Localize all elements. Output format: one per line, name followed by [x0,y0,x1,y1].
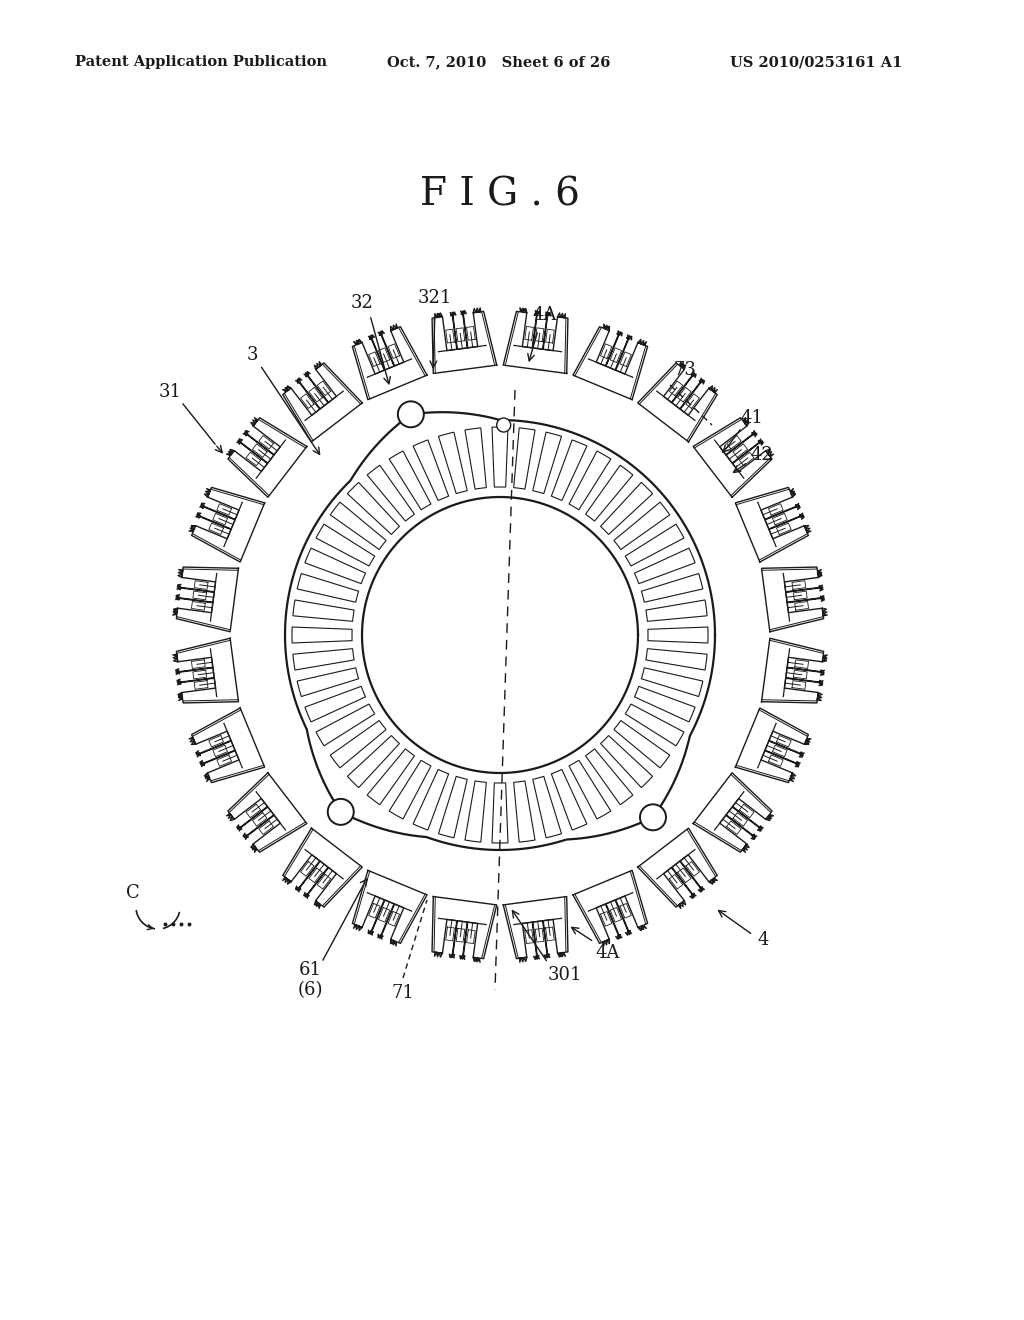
Text: 4: 4 [758,931,769,949]
Polygon shape [368,748,415,805]
Text: 4A: 4A [532,306,557,323]
Polygon shape [600,735,652,788]
Circle shape [328,799,353,825]
Polygon shape [438,432,467,494]
Polygon shape [641,668,702,697]
Polygon shape [635,686,695,722]
Polygon shape [389,760,431,818]
Text: 32: 32 [350,294,374,312]
Text: 4A: 4A [596,944,621,962]
Text: F I G . 6: F I G . 6 [420,177,580,214]
Polygon shape [532,776,561,838]
Polygon shape [389,451,431,510]
Text: Patent Application Publication: Patent Application Publication [75,55,327,69]
Polygon shape [551,770,587,830]
Polygon shape [432,308,497,374]
Polygon shape [648,627,708,643]
Polygon shape [626,524,684,566]
Polygon shape [735,487,811,562]
Polygon shape [514,781,536,842]
Polygon shape [693,772,773,853]
Polygon shape [297,573,358,602]
Polygon shape [285,412,715,850]
Polygon shape [638,828,718,908]
Polygon shape [626,704,684,746]
Polygon shape [569,760,611,818]
Text: 3: 3 [246,346,258,364]
Polygon shape [503,896,568,962]
Polygon shape [283,828,362,908]
Polygon shape [635,548,695,583]
Polygon shape [226,772,307,853]
Polygon shape [514,428,536,490]
Polygon shape [189,708,264,783]
Text: 71: 71 [391,983,415,1002]
Polygon shape [492,426,508,487]
Polygon shape [503,308,568,374]
Polygon shape [532,432,561,494]
Text: US 2010/0253161 A1: US 2010/0253161 A1 [730,55,902,69]
Polygon shape [331,502,386,549]
Polygon shape [646,601,708,622]
Polygon shape [762,568,827,632]
Polygon shape [173,568,239,632]
Text: 73: 73 [674,360,696,379]
Polygon shape [297,668,358,697]
Polygon shape [368,465,415,521]
Polygon shape [638,362,718,442]
Polygon shape [413,440,449,500]
Polygon shape [293,648,354,671]
Polygon shape [600,482,652,535]
Text: 42: 42 [751,446,773,465]
Text: 31: 31 [159,383,181,401]
Polygon shape [573,325,647,400]
Polygon shape [569,451,611,510]
Polygon shape [613,721,670,768]
Circle shape [497,418,511,432]
Polygon shape [292,627,352,643]
Polygon shape [331,721,386,768]
Polygon shape [586,465,633,521]
Polygon shape [551,440,587,500]
Circle shape [398,401,424,428]
Polygon shape [347,482,399,535]
Polygon shape [413,770,449,830]
Text: 41: 41 [740,409,764,426]
Polygon shape [646,648,708,671]
Text: (6): (6) [297,981,323,999]
Polygon shape [316,524,375,566]
Polygon shape [362,498,638,774]
Polygon shape [762,639,827,704]
Polygon shape [465,781,486,842]
Polygon shape [735,708,811,783]
Polygon shape [586,748,633,805]
Polygon shape [352,325,427,400]
Polygon shape [189,487,264,562]
Polygon shape [173,639,239,704]
Polygon shape [352,870,427,946]
Polygon shape [305,686,366,722]
Polygon shape [226,417,307,498]
Polygon shape [305,548,366,583]
Polygon shape [438,776,467,838]
Polygon shape [347,735,399,788]
Polygon shape [465,428,486,490]
Text: 61: 61 [299,961,322,979]
Polygon shape [613,502,670,549]
Polygon shape [283,362,362,442]
Text: C: C [126,884,140,902]
Polygon shape [641,573,702,602]
Polygon shape [573,870,647,946]
Polygon shape [432,896,497,962]
Circle shape [640,804,666,830]
Text: 321: 321 [418,289,453,308]
Polygon shape [492,783,508,843]
Polygon shape [293,601,354,622]
Polygon shape [693,417,773,498]
Text: Oct. 7, 2010   Sheet 6 of 26: Oct. 7, 2010 Sheet 6 of 26 [387,55,610,69]
Text: 301: 301 [548,966,583,983]
Polygon shape [316,704,375,746]
